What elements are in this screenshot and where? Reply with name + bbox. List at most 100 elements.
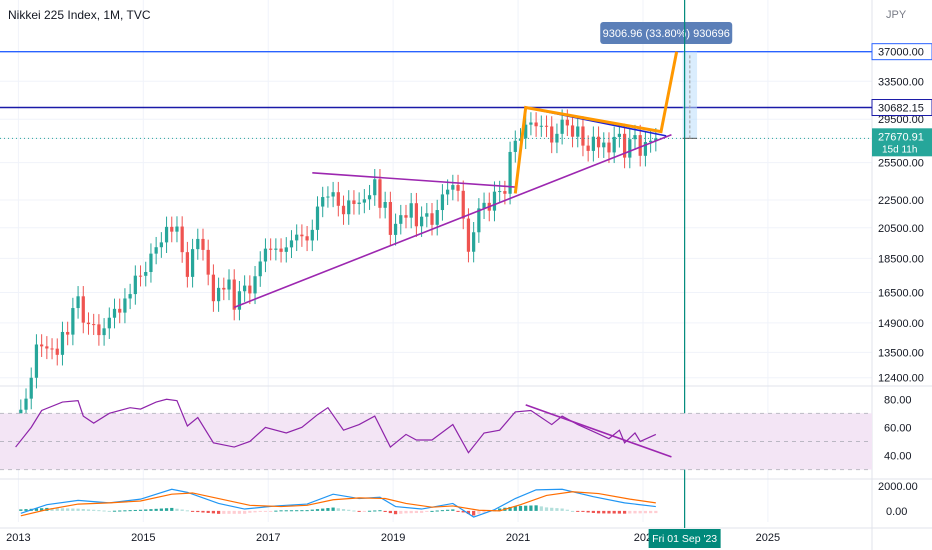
macd-histogram-bar [373,510,377,512]
countdown-label: 15d 11h [882,144,917,155]
macd-histogram-bar [118,510,122,512]
candles-layer [19,109,658,441]
macd-histogram-bar [654,510,658,514]
macd-histogram-bar [34,508,39,511]
macd-histogram-bar [40,508,44,511]
candle-body [414,203,419,227]
macd-histogram-bar [643,510,648,514]
macd-histogram-bar [190,510,195,512]
macd-histogram-bar [107,510,111,512]
time-tick-label: 2025 [756,532,780,544]
macd-histogram-bar [206,510,210,513]
candle-body [175,226,179,232]
time-tick-label: 2015 [131,532,155,544]
price-tick-label: 25500.00 [878,158,924,170]
candle-body [180,226,184,253]
macd-histogram-bar [352,510,356,512]
macd-histogram-bar [591,510,595,513]
macd-histogram-bar [576,510,580,512]
candle-body [513,140,517,152]
macd-histogram-bar [539,506,543,511]
macd-histogram-bar [326,508,330,511]
time-tick-label: 2019 [381,532,405,544]
projection-box [682,51,698,139]
macd-histogram-bar [518,505,523,511]
macd-histogram-bar [185,510,189,512]
candle-body [227,279,231,290]
candle-body [284,247,288,252]
macd-histogram-bar [649,510,653,514]
candle-body [86,322,91,325]
candle-body [331,192,335,197]
time-tick-label: 2021 [506,532,530,544]
macd-histogram-bar [581,510,585,512]
candle-body [446,189,450,195]
level-price-tag-label: 30682.15 [878,103,924,115]
candle-body [643,142,648,156]
candle-body [622,133,627,158]
macd-histogram-bar [138,509,143,511]
candle-body [102,328,106,336]
candle-body [300,234,304,237]
projection-label-box [600,22,733,44]
candle-body [529,122,533,125]
macd-histogram-bar [284,510,288,512]
candle-body [451,185,455,190]
candle-body [373,179,377,196]
macd-histogram-bar [482,510,486,513]
macd-histogram-bar [362,510,366,512]
level-price-tag [871,99,932,117]
candle-body [164,226,169,243]
candle-body [565,119,569,126]
macd-histogram-bar [388,510,392,514]
macd-histogram-bar [295,510,299,512]
macd-histogram-bar [170,507,174,511]
candle-body [185,252,189,277]
macd-histogram-bar [201,510,205,513]
macd-histogram-bar [321,508,325,511]
candle-body [24,398,28,410]
price-tick-label: 20500.00 [878,223,924,235]
candle-body [55,348,59,355]
candle-body [206,249,210,275]
candle-body [399,215,403,224]
candle-body [279,248,283,252]
macd-histogram-bar [86,509,91,511]
candle-body [539,125,543,127]
candle-body [596,136,601,148]
rsi-pane [0,398,872,471]
macd-histogram-bar [425,510,429,512]
candle-body [66,331,70,335]
candle-body [107,317,111,329]
macd-histogram-bar [196,510,200,513]
price-tick-label: 16500.00 [878,288,924,300]
macd-histogram-bar [612,510,616,514]
macd-histogram-bar [586,510,590,513]
macd-histogram-bar [180,509,184,511]
time-tick-label: 2017 [256,532,280,544]
candle-body [607,142,611,153]
macd-histogram-bar [399,510,403,514]
candle-body [253,276,257,294]
candle-body [482,202,486,209]
candle-body [243,285,247,292]
candle-body [144,272,148,276]
candle-body [76,296,80,309]
candle-body [586,145,590,151]
projection-label: 9306.96 (33.80%) 930696 [603,28,730,40]
candle-body [435,210,439,225]
candle-body [45,346,49,349]
macd-line [20,488,656,518]
macd-histogram-bar [419,510,424,513]
candle-body [503,191,507,194]
candle-body [352,200,356,204]
candle-body [190,249,195,277]
macd-pane [19,488,658,518]
price-tick-label: 14900.00 [878,318,924,330]
candle-body [461,190,465,219]
candle-body [576,126,580,137]
macd-histogram-bar [544,507,549,511]
candle-body [237,291,242,310]
macd-histogram-bar [430,510,434,512]
